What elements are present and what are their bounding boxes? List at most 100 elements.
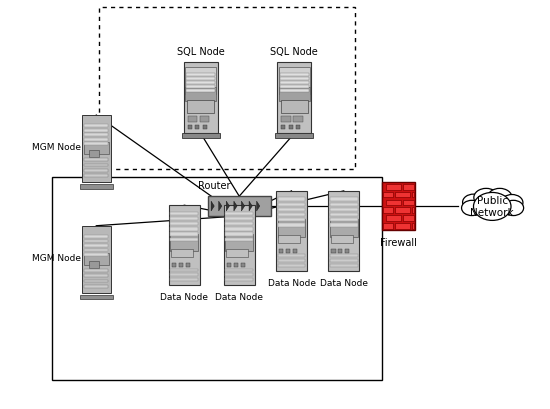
Bar xyxy=(208,197,271,216)
Circle shape xyxy=(487,189,512,207)
Bar xyxy=(278,259,305,262)
Bar xyxy=(84,175,108,178)
Bar xyxy=(280,86,309,88)
Bar xyxy=(330,203,358,207)
Bar xyxy=(280,82,309,85)
Bar xyxy=(278,213,305,217)
Bar xyxy=(203,126,207,130)
Bar xyxy=(186,90,215,92)
Bar xyxy=(170,222,198,226)
Polygon shape xyxy=(234,202,237,211)
Bar xyxy=(170,269,198,272)
Bar xyxy=(331,235,353,243)
Bar xyxy=(395,224,410,229)
Bar xyxy=(275,134,314,138)
Bar xyxy=(226,222,253,226)
Bar xyxy=(170,217,198,221)
Bar xyxy=(280,90,309,92)
Bar xyxy=(80,185,113,189)
Bar xyxy=(195,126,200,130)
Bar xyxy=(226,274,253,276)
Text: Data Node: Data Node xyxy=(320,278,368,287)
Bar xyxy=(330,218,358,222)
Bar xyxy=(226,249,248,257)
Bar xyxy=(84,240,108,243)
Bar xyxy=(281,126,285,130)
Bar xyxy=(84,254,108,256)
Bar xyxy=(234,263,238,268)
Bar xyxy=(185,88,216,102)
Circle shape xyxy=(474,189,498,207)
Bar xyxy=(171,249,193,257)
Bar xyxy=(170,238,198,241)
Bar xyxy=(293,249,297,254)
Bar xyxy=(281,117,291,122)
Bar xyxy=(99,8,355,170)
Bar xyxy=(330,264,358,267)
Bar xyxy=(330,213,358,217)
Bar xyxy=(185,263,190,268)
Bar xyxy=(395,208,410,213)
Polygon shape xyxy=(257,202,260,211)
Bar xyxy=(84,275,108,277)
Text: SQL Node: SQL Node xyxy=(177,47,224,57)
Bar xyxy=(84,134,108,137)
Bar xyxy=(84,245,108,247)
Bar xyxy=(280,74,309,77)
Bar xyxy=(278,264,305,267)
Bar xyxy=(278,198,305,201)
Bar xyxy=(403,216,414,221)
Polygon shape xyxy=(219,202,222,211)
Bar xyxy=(289,126,293,130)
Bar xyxy=(403,184,414,190)
Bar xyxy=(84,143,108,146)
Text: Data Node: Data Node xyxy=(215,292,263,301)
Bar xyxy=(338,249,343,254)
Bar xyxy=(226,238,253,241)
Bar xyxy=(170,274,198,276)
Bar xyxy=(403,200,414,206)
Bar xyxy=(345,249,349,254)
Bar xyxy=(386,200,401,206)
Bar xyxy=(179,263,183,268)
Bar xyxy=(330,220,358,238)
Bar xyxy=(383,224,393,229)
Bar xyxy=(84,280,108,283)
Text: MGM Node: MGM Node xyxy=(32,143,81,152)
Bar xyxy=(226,212,253,216)
Bar xyxy=(279,88,310,102)
Bar xyxy=(186,78,215,81)
Bar xyxy=(277,63,311,134)
Bar xyxy=(395,192,410,198)
Bar xyxy=(84,130,108,133)
Bar xyxy=(412,208,414,213)
Bar xyxy=(84,139,108,142)
Bar xyxy=(84,269,108,272)
Bar xyxy=(278,220,305,238)
Bar xyxy=(84,125,108,128)
Bar xyxy=(84,159,108,162)
Bar xyxy=(84,170,108,172)
Bar xyxy=(293,117,303,122)
Bar xyxy=(331,249,335,254)
Text: Data Node: Data Node xyxy=(267,278,316,287)
Bar xyxy=(280,78,309,81)
Bar xyxy=(170,228,198,231)
Bar xyxy=(226,228,253,231)
Bar xyxy=(226,233,253,236)
Bar xyxy=(226,279,253,281)
Bar xyxy=(278,208,305,211)
Bar xyxy=(186,82,215,85)
Bar xyxy=(84,253,109,265)
Bar xyxy=(187,101,214,114)
Bar xyxy=(330,259,358,262)
Bar xyxy=(227,263,231,268)
Circle shape xyxy=(474,193,511,221)
Text: Data Node: Data Node xyxy=(160,292,208,301)
Circle shape xyxy=(503,201,524,216)
Bar xyxy=(223,205,255,285)
Bar xyxy=(185,67,216,94)
Bar xyxy=(170,279,198,281)
Bar xyxy=(279,249,283,254)
Bar xyxy=(412,192,414,198)
